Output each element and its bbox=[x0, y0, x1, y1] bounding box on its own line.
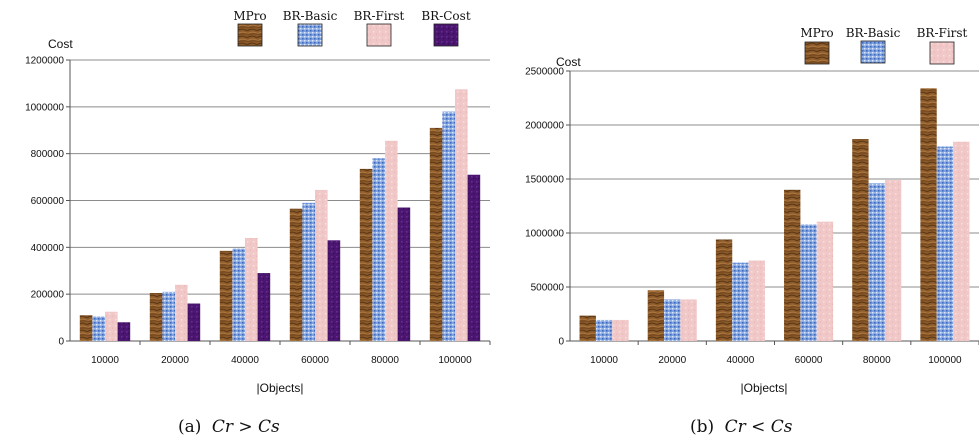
chart-b-bar-mpro-10000 bbox=[579, 315, 596, 341]
chart-a-xtick-label: 40000 bbox=[231, 355, 259, 366]
chart-a-bar-br-first-40000 bbox=[245, 237, 258, 341]
chart-b: 0 500000 1000000 1500000 2000000 2500000 10000… bbox=[525, 26, 979, 395]
chart-b-ylabel: Cost bbox=[556, 55, 581, 69]
chart-a-ylabel: Cost bbox=[48, 37, 73, 51]
chart-a-bar-br-cost-100000 bbox=[467, 174, 481, 341]
chart-b-bar-br-basic-60000 bbox=[800, 224, 817, 341]
chart-b-bar-br-basic-80000 bbox=[868, 183, 885, 341]
chart-a-bar-br-basic-40000 bbox=[232, 248, 245, 341]
chart-b-ytick-label: 1500000 bbox=[525, 175, 564, 186]
chart-b-bar-br-basic-20000 bbox=[664, 299, 681, 341]
chart-b-xtick-label: 60000 bbox=[795, 355, 823, 366]
chart-a-legend-swatch-mpro bbox=[237, 23, 263, 47]
chart-b-bar-br-first-80000 bbox=[884, 180, 902, 341]
chart-b-xtick-label: 10000 bbox=[590, 355, 618, 366]
chart-a-bar-br-cost-40000 bbox=[257, 273, 271, 341]
chart-a-bar-br-cost-10000 bbox=[117, 322, 131, 341]
chart-a-bar-br-basic-10000 bbox=[92, 316, 105, 341]
chart-a-legend-label-br-first: BR-First bbox=[354, 9, 405, 23]
caption-a: (a) Cr > Cs bbox=[178, 417, 280, 437]
chart-a-xtick-label: 10000 bbox=[91, 355, 119, 366]
chart-a-bar-mpro-80000 bbox=[359, 168, 373, 341]
chart-a-legend-label-br-basic: BR-Basic bbox=[283, 9, 338, 23]
chart-b-ytick-label: 0 bbox=[558, 337, 564, 348]
chart-a-bar-br-first-60000 bbox=[315, 189, 328, 341]
chart-a-ytick-label: 1000000 bbox=[25, 102, 64, 113]
chart-a-bar-br-basic-100000 bbox=[442, 111, 455, 342]
chart-a-bar-mpro-40000 bbox=[219, 250, 233, 341]
chart-b-xtick-label: 20000 bbox=[658, 355, 686, 366]
chart-b-bar-mpro-60000 bbox=[784, 189, 801, 341]
caption-b-math: Cr < Cs bbox=[725, 417, 793, 437]
chart-b-bar-br-basic-40000 bbox=[732, 262, 749, 341]
caption-a-prefix: (a) bbox=[178, 417, 201, 437]
chart-a-ytick-label: 200000 bbox=[31, 290, 65, 301]
chart-a-bar-br-cost-80000 bbox=[397, 207, 411, 341]
chart-b-bar-br-first-10000 bbox=[612, 319, 629, 341]
caption-a-math: Cr > Cs bbox=[212, 417, 280, 437]
chart-a-bar-br-first-80000 bbox=[385, 140, 398, 341]
chart-b-bar-mpro-80000 bbox=[852, 139, 869, 341]
chart-a-ytick-label: 1200000 bbox=[25, 56, 64, 67]
chart-b-ytick-label: 2500000 bbox=[525, 67, 564, 78]
caption-b-prefix: (b) bbox=[690, 417, 714, 437]
chart-b-xtick-label: 80000 bbox=[863, 355, 891, 366]
chart-a-ytick-label: 600000 bbox=[31, 196, 65, 207]
chart-b-bar-br-first-40000 bbox=[748, 260, 765, 341]
chart-a-xtick-label: 100000 bbox=[438, 355, 472, 366]
chart-a-legend-label-mpro: MPro bbox=[233, 9, 266, 23]
chart-b-ytick-label: 2000000 bbox=[525, 121, 564, 132]
chart-a-bar-br-basic-80000 bbox=[372, 158, 385, 341]
chart-a-xlabel: |Objects| bbox=[257, 381, 304, 395]
chart-b-ytick-label: 500000 bbox=[531, 283, 565, 294]
chart-b-legend-label-br-basic: BR-Basic bbox=[846, 26, 901, 40]
chart-b-bar-br-first-60000 bbox=[816, 221, 834, 341]
chart-b-bar-br-first-20000 bbox=[680, 299, 697, 341]
chart-b-xlabel: |Objects| bbox=[741, 381, 788, 395]
chart-b-ytick-label: 1000000 bbox=[525, 229, 564, 240]
chart-a-bar-br-basic-20000 bbox=[162, 291, 175, 341]
chart-b-bar-br-first-100000 bbox=[953, 141, 970, 341]
chart-a-ytick-label: 800000 bbox=[31, 149, 65, 160]
chart-b-legend-swatch-br-first bbox=[929, 41, 955, 65]
chart-a-bar-br-cost-60000 bbox=[327, 240, 341, 341]
chart-b-legend-swatch-br-basic bbox=[860, 40, 886, 64]
chart-a-bar-br-first-100000 bbox=[455, 89, 468, 341]
chart-a-legend-label-br-cost: BR-Cost bbox=[421, 9, 470, 23]
chart-b-bar-mpro-40000 bbox=[715, 239, 733, 341]
chart-a-bar-mpro-60000 bbox=[289, 208, 303, 341]
chart-a-legend-swatch-br-cost bbox=[433, 23, 459, 47]
chart-a-xtick-label: 60000 bbox=[301, 355, 329, 366]
chart-b-xtick-label: 100000 bbox=[928, 355, 962, 366]
chart-b-legend-label-br-first: BR-First bbox=[917, 26, 968, 40]
caption-b: (b) Cr < Cs bbox=[690, 417, 793, 437]
chart-b-legend-label-mpro: MPro bbox=[800, 26, 833, 40]
chart-a-bar-mpro-10000 bbox=[79, 315, 93, 341]
chart-b-legend-swatch-mpro bbox=[804, 41, 830, 65]
chart-a-xtick-label: 80000 bbox=[371, 355, 399, 366]
chart-a-bar-br-first-20000 bbox=[175, 284, 188, 341]
chart-a-bar-br-basic-60000 bbox=[302, 202, 315, 341]
chart-a-ytick-label: 400000 bbox=[31, 243, 65, 254]
chart-b-xtick-label: 40000 bbox=[727, 355, 755, 366]
chart-a-bar-br-cost-20000 bbox=[187, 303, 201, 341]
chart-a-ytick-label: 0 bbox=[58, 337, 64, 348]
chart-a-bar-mpro-100000 bbox=[429, 127, 443, 342]
chart-b-bar-mpro-100000 bbox=[920, 88, 937, 341]
chart-a: 0 200000 400000 600000 800000 1000000 1200000 1… bbox=[25, 9, 491, 395]
chart-a-bar-br-first-10000 bbox=[105, 311, 118, 341]
chart-b-bar-br-basic-10000 bbox=[595, 319, 613, 341]
chart-a-legend-swatch-br-first bbox=[366, 23, 392, 47]
chart-a-xtick-label: 20000 bbox=[161, 355, 189, 366]
chart-b-bar-br-basic-100000 bbox=[936, 146, 954, 341]
chart-a-legend-swatch-br-basic bbox=[297, 23, 323, 47]
chart-b-bar-mpro-20000 bbox=[647, 290, 665, 341]
chart-a-bar-mpro-20000 bbox=[149, 292, 163, 341]
